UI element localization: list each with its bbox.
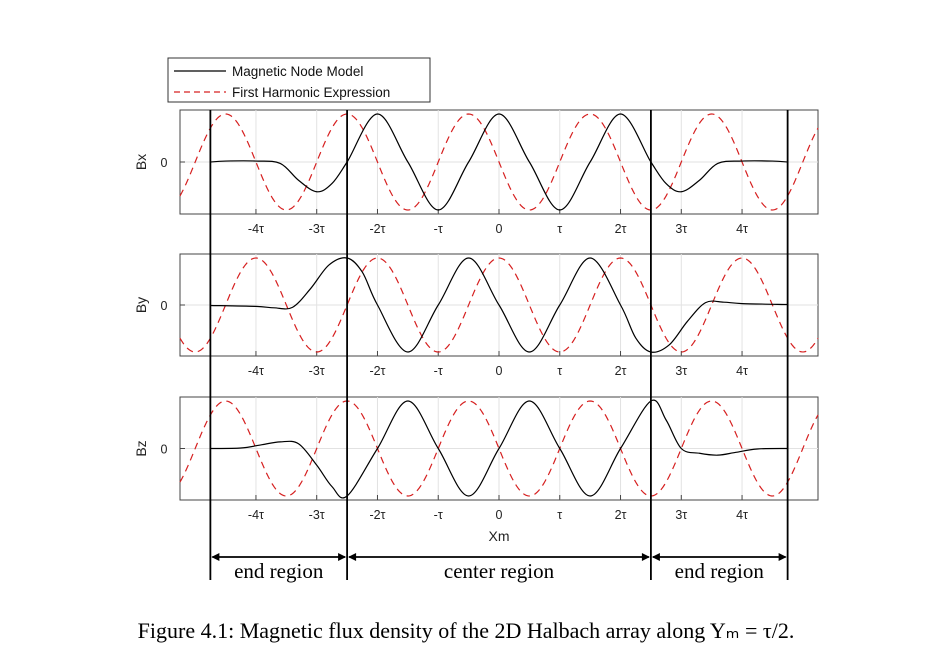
x-axis-label: Xm [489, 528, 510, 544]
region-label-0: end region [234, 559, 324, 583]
region-label-1: center region [444, 559, 555, 583]
region-label-2: end region [675, 559, 765, 583]
x-tick-label-6: 2τ [615, 222, 627, 236]
region-arrowhead-right-0 [338, 553, 347, 561]
x-tick-label-1: -3τ [309, 508, 325, 522]
x-tick-label-5: τ [557, 508, 562, 522]
x-tick-label-8: 4τ [736, 508, 748, 522]
x-tick-label-6: 2τ [615, 508, 627, 522]
series-node-model [210, 257, 788, 353]
y-tick-label-0: 0 [161, 299, 168, 313]
x-tick-label-5: τ [557, 364, 562, 378]
series-first-harmonic [179, 113, 819, 211]
x-tick-label-1: -3τ [309, 364, 325, 378]
y-axis-label: Bz [133, 440, 149, 456]
y-tick-label-0: 0 [161, 443, 168, 457]
legend-entry-0: Magnetic Node Model [232, 64, 363, 79]
x-tick-label-7: 3τ [675, 222, 687, 236]
x-tick-label-7: 3τ [675, 508, 687, 522]
x-tick-label-6: 2τ [615, 364, 627, 378]
panel-bx: 0 Bx -4τ -3τ -2τ -τ 0 τ 2τ 3τ 4τ [133, 109, 819, 236]
y-axis-label: By [133, 297, 149, 313]
panel-bz: 0 Bz -4τ -3τ -2τ -τ 0 τ 2τ 3τ 4τ [133, 396, 819, 522]
region-arrowhead-right-1 [641, 553, 650, 561]
region-arrowhead-left-1 [348, 553, 357, 561]
region-arrowhead-left-2 [651, 553, 660, 561]
y-tick-label-0: 0 [161, 156, 168, 170]
panel-by: 0 By -4τ -3τ -2τ -τ 0 τ 2τ 3τ 4τ [133, 253, 819, 378]
x-tick-label-2: -2τ [369, 508, 385, 522]
figure-caption: Figure 4.1: Magnetic flux density of the… [138, 618, 795, 643]
x-tick-label-4: 0 [496, 364, 503, 378]
x-tick-label-4: 0 [496, 222, 503, 236]
x-tick-label-3: -τ [434, 364, 443, 378]
region-arrowhead-right-2 [778, 553, 787, 561]
y-axis-label: Bx [133, 154, 149, 170]
x-tick-label-3: -τ [434, 222, 443, 236]
x-tick-label-3: -τ [434, 508, 443, 522]
legend-box [167, 57, 431, 103]
x-tick-label-0: -4τ [248, 364, 264, 378]
region-arrowhead-left-0 [211, 553, 220, 561]
panels: 0 Bx -4τ -3τ -2τ -τ 0 τ 2τ 3τ 4τ 0 By -4τ -3τ -2τ -τ 0 τ 2τ… [133, 109, 819, 544]
legend: Magnetic Node Model First Harmonic Expre… [167, 57, 431, 103]
series-node-model [210, 399, 788, 499]
legend-entry-1: First Harmonic Expression [232, 85, 390, 100]
x-tick-label-8: 4τ [736, 364, 748, 378]
x-tick-label-8: 4τ [736, 222, 748, 236]
x-tick-label-0: -4τ [248, 222, 264, 236]
x-tick-label-1: -3τ [309, 222, 325, 236]
x-tick-label-7: 3τ [675, 364, 687, 378]
x-tick-label-2: -2τ [369, 364, 385, 378]
series-first-harmonic [179, 257, 819, 353]
region-annotations: end region center region end region [209, 110, 789, 583]
series-node-model [210, 113, 788, 211]
x-tick-label-0: -4τ [248, 508, 264, 522]
x-tick-label-4: 0 [496, 508, 503, 522]
x-tick-label-5: τ [557, 222, 562, 236]
x-tick-label-2: -2τ [369, 222, 385, 236]
